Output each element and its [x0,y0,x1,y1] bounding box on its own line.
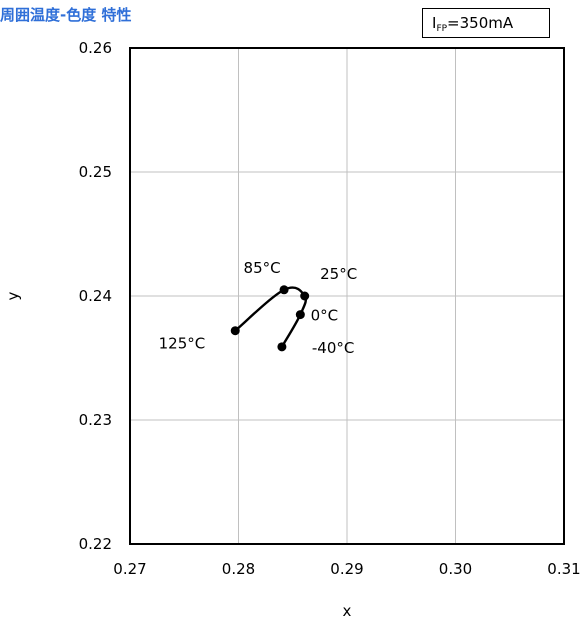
x-tick-label: 0.30 [439,560,472,578]
data-label: 125°C [159,335,206,353]
x-tick-label: 0.28 [222,560,255,578]
chart-title: 周囲温度-色度 特性 [0,6,132,24]
y-tick-label: 0.23 [79,411,112,429]
y-tick-label: 0.26 [79,39,112,57]
y-axis-label: y [4,291,22,300]
data-label: -40°C [312,339,354,357]
data-point [279,285,289,295]
data-points [230,285,310,352]
x-axis-label: x [343,602,352,620]
x-tick-label: 0.29 [330,560,363,578]
data-point [277,342,287,352]
condition-subscript: FP [436,24,448,34]
y-tick-labels: 0.22 0.23 0.24 0.25 0.26 [79,39,112,553]
x-tick-labels: 0.27 0.28 0.29 0.30 0.31 [113,560,580,578]
data-point [230,326,240,336]
condition-symbol: I [432,14,437,32]
condition-legend-box: IFP=350mA [422,8,550,38]
condition-value: =350mA [447,14,514,32]
x-tick-label: 0.27 [113,560,146,578]
grid-lines [130,48,564,544]
y-tick-label: 0.22 [79,535,112,553]
data-label: 85°C [244,259,281,277]
data-label: 25°C [320,265,357,283]
data-labels: 125°C 85°C 25°C 0°C -40°C [159,259,358,357]
plot-area-frame [129,47,565,545]
y-tick-label: 0.24 [79,287,112,305]
data-point [300,291,310,301]
data-point [295,310,305,320]
data-label: 0°C [311,307,339,325]
x-tick-label: 0.31 [547,560,580,578]
y-tick-label: 0.25 [79,163,112,181]
